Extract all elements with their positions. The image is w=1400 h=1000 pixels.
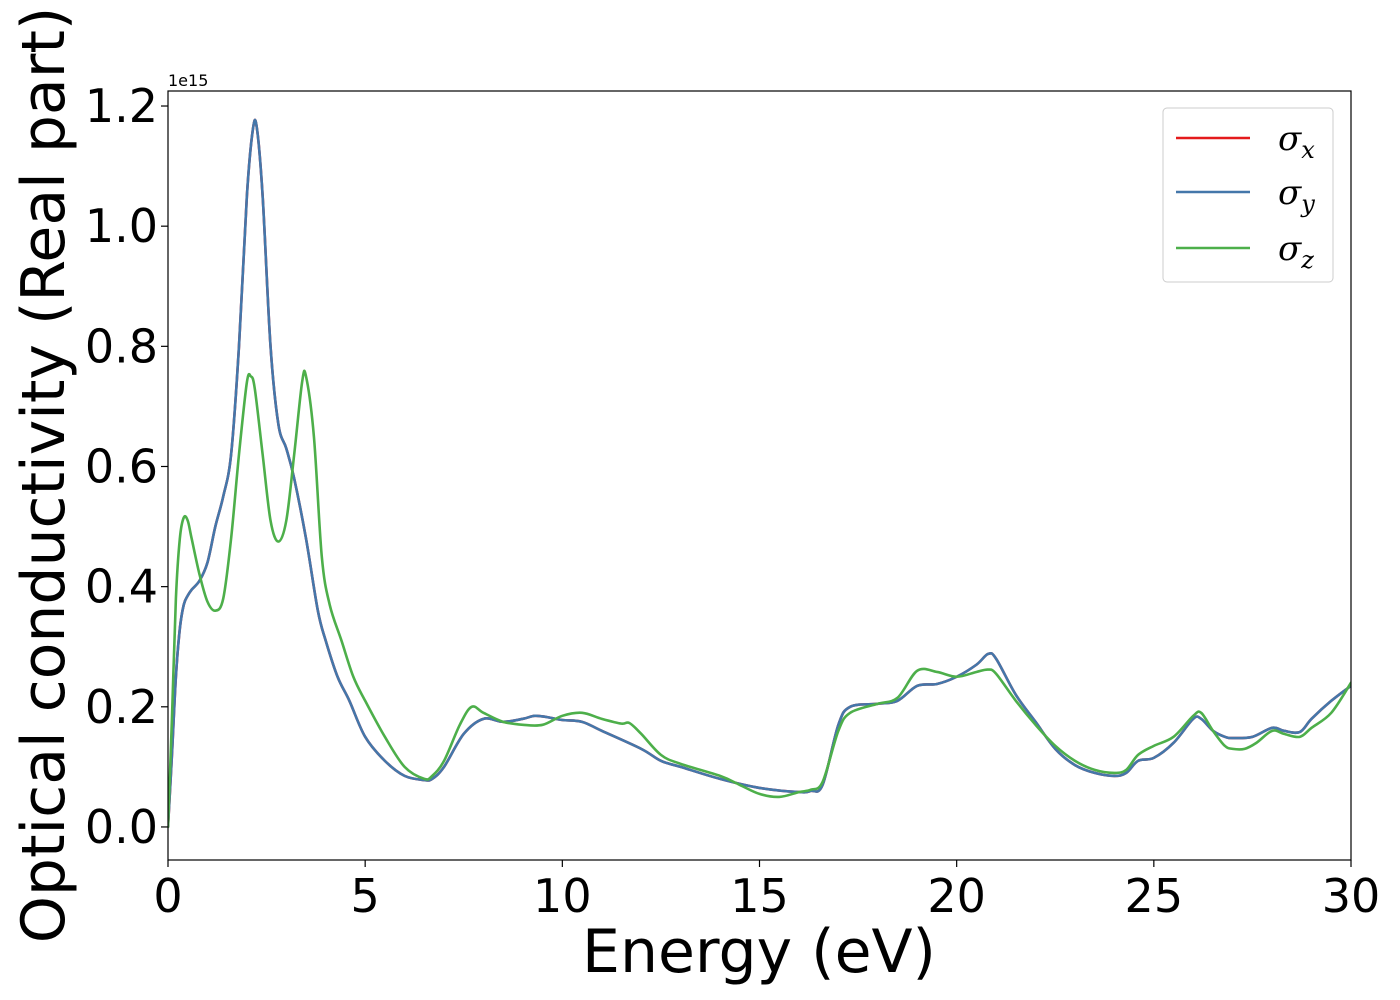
y-axis-offset-text: 1e15 — [168, 71, 208, 90]
series-line-sigma-z — [168, 369, 1351, 829]
y-axis-label: Optical conductivity (Real part) — [9, 7, 79, 944]
legend-entries: σx σy σz — [1176, 119, 1315, 274]
x-tick-label: 20 — [927, 869, 986, 923]
legend-label: σy — [1278, 173, 1315, 218]
x-tick-label: 5 — [351, 869, 380, 923]
plot-lines — [168, 118, 1351, 829]
legend: σx σy σz — [1162, 107, 1334, 283]
y-tick-label: 1.2 — [85, 79, 158, 133]
y-tick-label: 0.4 — [85, 560, 158, 614]
y-tick-label: 0.0 — [85, 800, 158, 854]
y-tick-label: 0.2 — [85, 680, 158, 734]
series-line-sigma-y — [168, 118, 1351, 829]
legend-label: σx — [1278, 119, 1315, 164]
x-tick-label: 10 — [533, 869, 592, 923]
x-axis-ticks: 0 5 10 15 20 25 30 — [153, 860, 1380, 923]
x-tick-label: 15 — [730, 869, 789, 923]
x-tick-label: 30 — [1322, 869, 1381, 923]
y-tick-label: 1.0 — [85, 199, 158, 253]
y-tick-label: 0.8 — [85, 319, 158, 373]
legend-box — [1162, 107, 1334, 283]
x-tick-label: 0 — [153, 869, 182, 923]
y-axis-ticks: 0.0 0.2 0.4 0.6 0.8 1.0 1.2 — [85, 79, 168, 854]
y-tick-label: 0.6 — [85, 439, 158, 493]
legend-label: σz — [1278, 229, 1314, 274]
x-tick-label: 25 — [1125, 869, 1184, 923]
x-axis-label: Energy (eV) — [582, 917, 936, 987]
